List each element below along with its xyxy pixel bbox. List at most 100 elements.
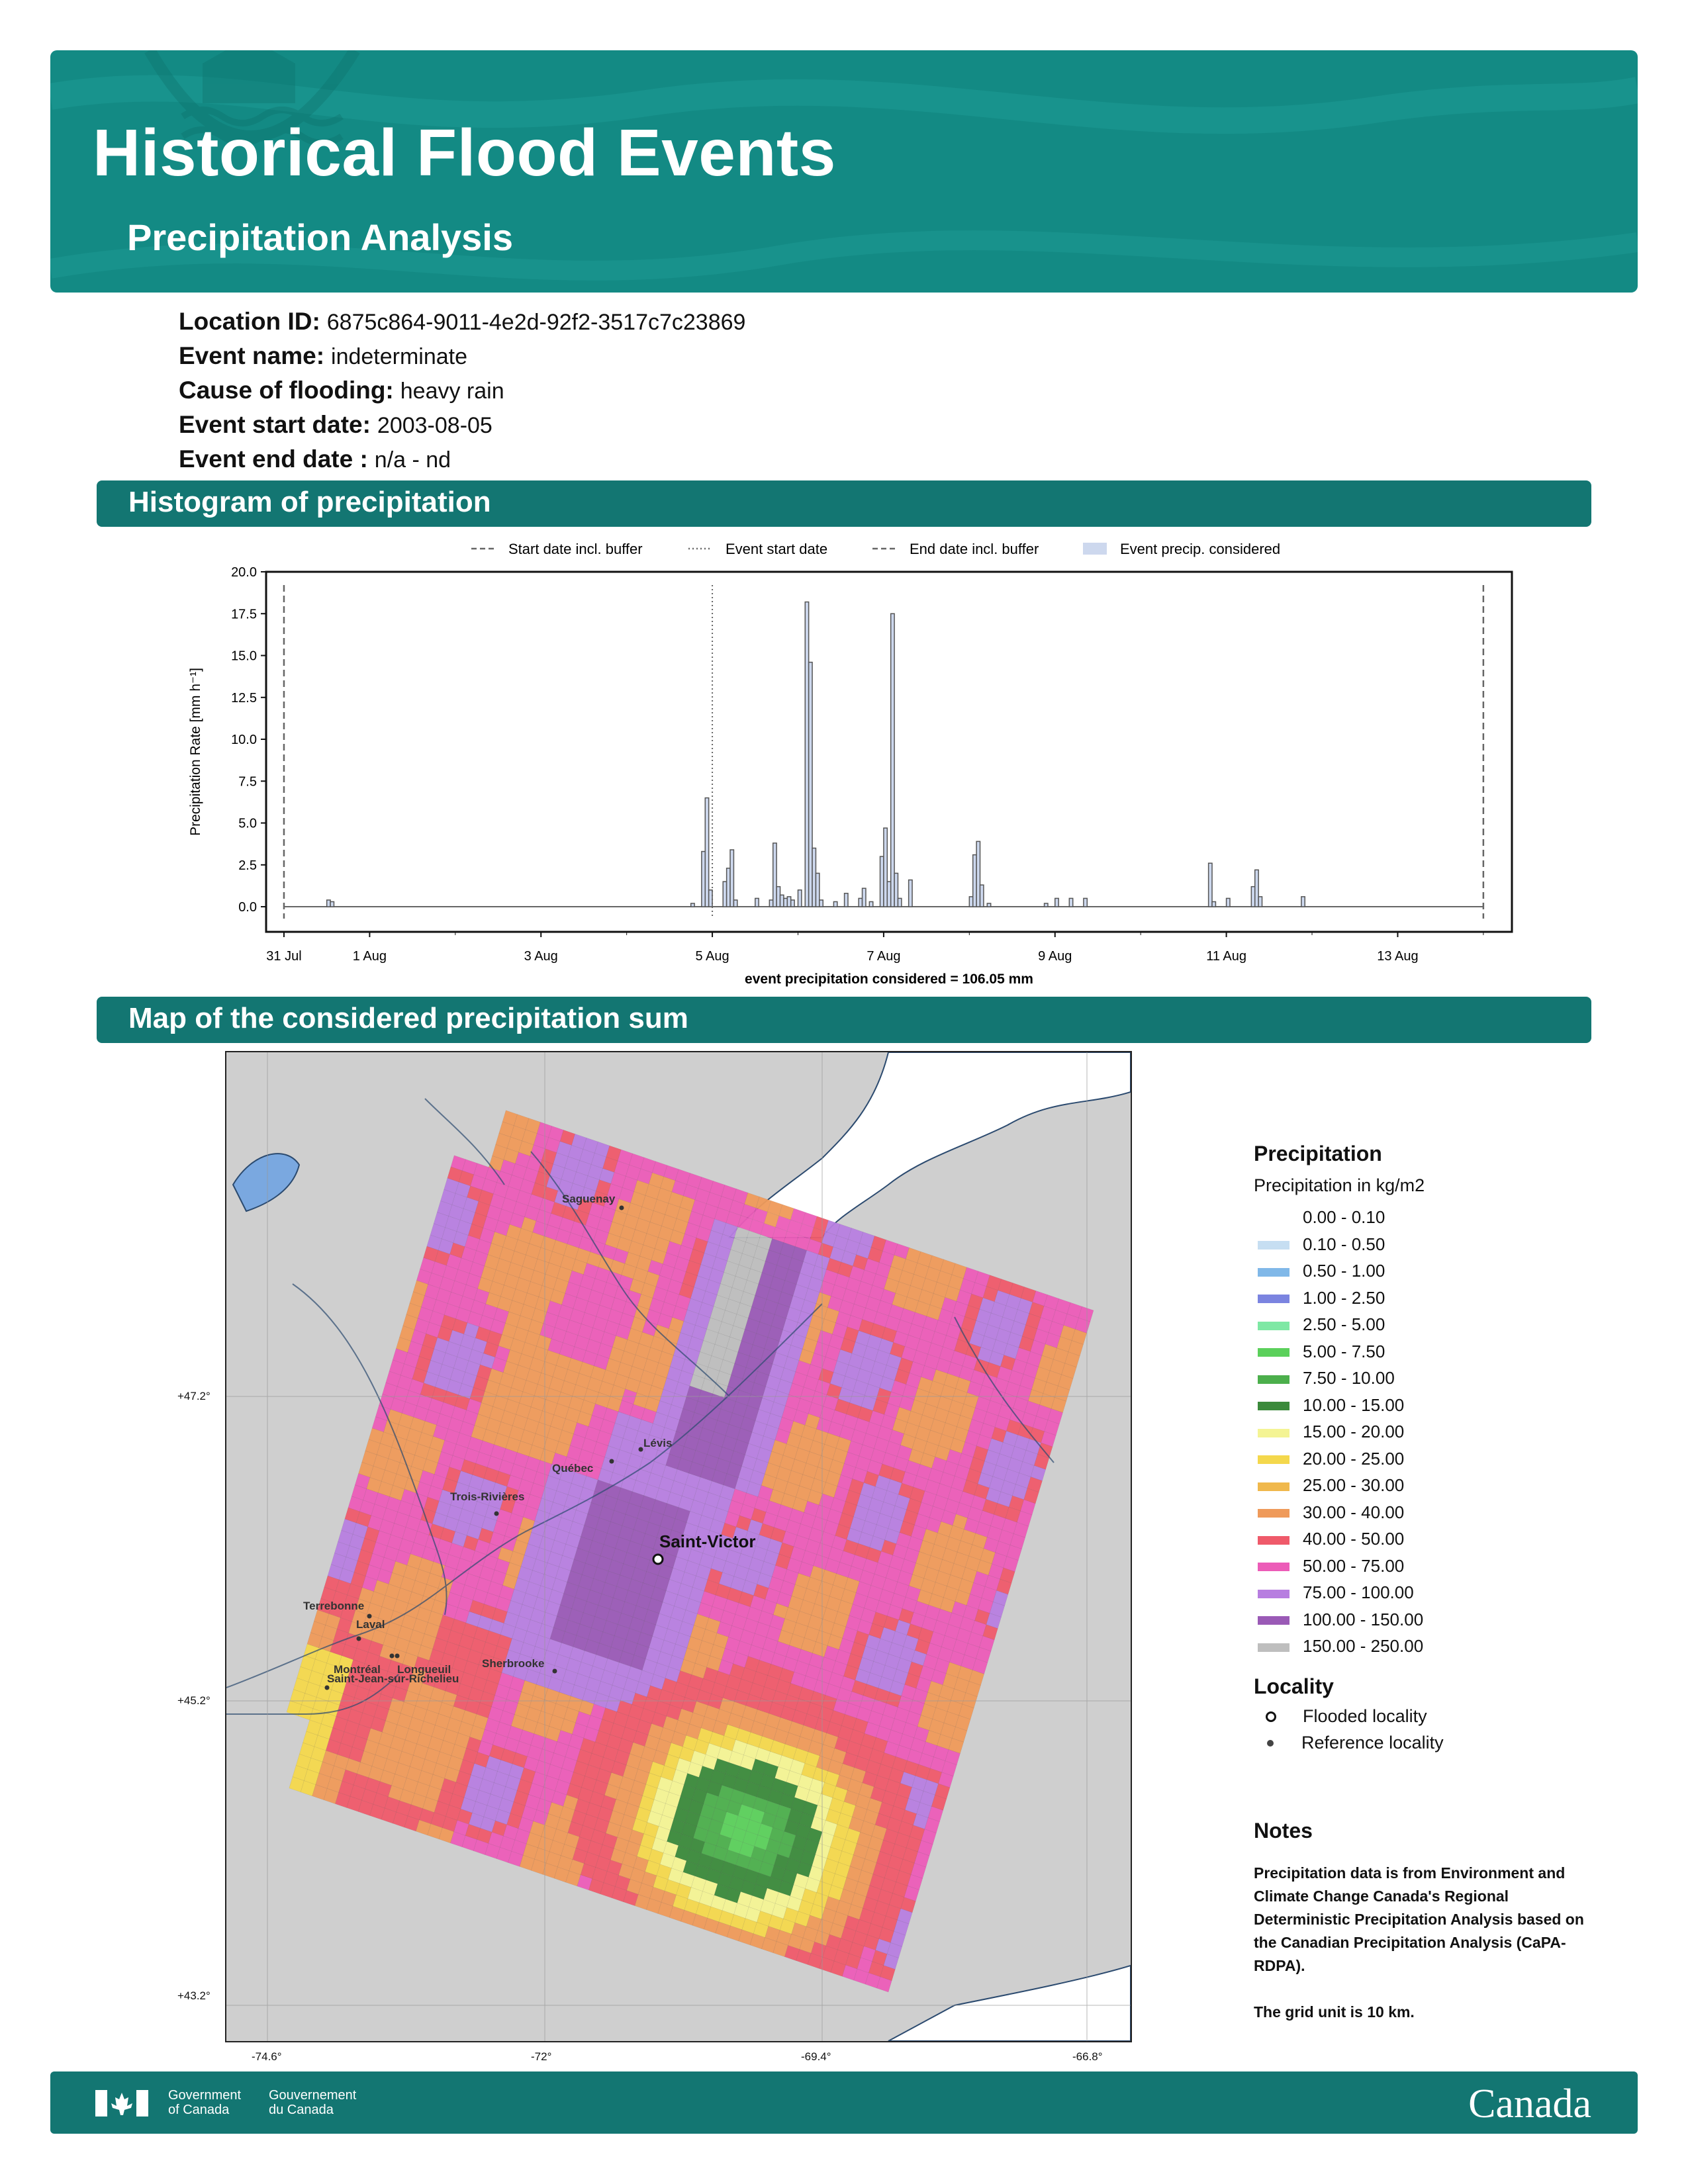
legend-swatch [1258, 1348, 1289, 1357]
precip-bar [976, 841, 981, 907]
precip-bar [812, 847, 817, 907]
page-subtitle: Precipitation Analysis [127, 216, 513, 258]
precip-bar [786, 896, 792, 907]
legend-class: 40.00 - 50.00 [1254, 1525, 1444, 1553]
precip-bar [979, 884, 984, 907]
city-label: Longueuil [397, 1663, 451, 1676]
legend-swatch [1258, 1241, 1289, 1250]
legend-class-label: 0.10 - 0.50 [1303, 1234, 1385, 1254]
x-tick-label: 11 Aug [1206, 949, 1246, 964]
precipitation-map: Saguenay Lévis Québec Trois-Rivières Saint-V… [225, 1051, 1132, 2042]
legend-class: 75.00 - 100.00 [1254, 1579, 1444, 1606]
canada-wordmark: Canada [1468, 2081, 1591, 2126]
precip-bar [330, 901, 335, 907]
precip-bar [779, 894, 784, 907]
precip-bar [843, 893, 849, 907]
legend-class-label: 1.00 - 2.50 [1303, 1287, 1385, 1308]
house-water-icon [144, 50, 360, 146]
legend-swatch [1258, 1295, 1289, 1304]
precip-bar [1211, 901, 1217, 907]
notes: Notes Precipitation data is from Environ… [1254, 1819, 1598, 2047]
city-label: Québec [552, 1462, 593, 1475]
precip-bar [797, 889, 802, 907]
precip-bar [326, 899, 331, 907]
reference-locality-marker [494, 1511, 499, 1516]
lon-label: -66.8° [1072, 2050, 1103, 2063]
x-tick-label: 31 Jul [266, 949, 301, 964]
reference-locality-marker [609, 1459, 614, 1464]
city-label: Saguenay [562, 1193, 616, 1205]
reference-locality-marker [324, 1685, 330, 1690]
x-tick-label: 9 Aug [1038, 949, 1072, 964]
notes-title: Notes [1254, 1819, 1313, 1843]
legend-class: 0.00 - 0.10 [1254, 1204, 1444, 1231]
legend-class-label: 75.00 - 100.00 [1303, 1582, 1414, 1602]
legend-items: 0.00 - 0.10 0.10 - 0.50 0.50 - 1.00 1.00 - … [1254, 1204, 1444, 1660]
locality-legend: Locality Flooded locality Reference loca… [1254, 1674, 1444, 1756]
notes-grid: The grid unit is 10 km. [1254, 2003, 1415, 2021]
legend-swatch [1258, 1643, 1289, 1652]
legend-subtitle: Precipitation in kg/m2 [1254, 1175, 1425, 1195]
precipitation-histogram: 0.0 2.5 5.0 7.5 10.0 12.5 15.0 17.5 20.0 31 Jul 1 … [188, 541, 1513, 987]
precip-bar [986, 903, 992, 907]
legend-label: Event start date [726, 541, 827, 557]
reference-locality-marker [389, 1653, 395, 1659]
map-section-header: Map of the considered precipitation sum [97, 997, 1591, 1043]
precip-bar [808, 661, 813, 907]
precip-bar [690, 903, 695, 907]
precip-bar [972, 854, 977, 907]
legend-swatch [1258, 1375, 1289, 1384]
city-label: Lévis [643, 1437, 672, 1449]
city-label: Terrebonne [303, 1600, 364, 1612]
reference-locality-marker [356, 1636, 361, 1641]
precip-bar [772, 842, 777, 907]
y-tick-label: 12.5 [231, 691, 257, 705]
ocean-water [888, 1964, 1131, 2041]
plot-area [265, 570, 1513, 933]
legend-swatch [1258, 1563, 1289, 1572]
y-tick-label: 0.0 [238, 900, 257, 915]
city-label: Laval [356, 1618, 385, 1631]
city-label-saint-victor: Saint-Victor [659, 1531, 755, 1551]
legend-class-label: 50.00 - 75.00 [1303, 1555, 1405, 1576]
precip-bar [729, 849, 735, 907]
legend-class: 50.00 - 75.00 [1254, 1553, 1444, 1580]
legend-class: 2.50 - 5.00 [1254, 1311, 1444, 1338]
legend-label: Start date incl. buffer [508, 541, 643, 557]
legend-swatch [1258, 1402, 1289, 1411]
legend-class-label: 0.00 - 0.10 [1303, 1207, 1385, 1227]
histogram-section-header: Histogram of precipitation [97, 480, 1591, 527]
info-event-name: Event name: indeterminate [179, 342, 468, 369]
legend-label: Event precip. considered [1120, 541, 1280, 557]
legend-swatch [1258, 1455, 1289, 1465]
legend-label: End date incl. buffer [910, 541, 1039, 557]
reference-locality-icon [1267, 1740, 1274, 1747]
y-tick-label: 7.5 [238, 774, 257, 789]
precip-bar [1254, 869, 1259, 907]
precip-bar [858, 897, 863, 907]
precip-bar [1055, 897, 1059, 907]
legend-class-label: 40.00 - 50.00 [1303, 1529, 1405, 1549]
legend-class: 1.00 - 2.50 [1254, 1285, 1444, 1312]
header-banner: Historical Flood Events Precipitation An… [50, 50, 1638, 293]
precip-bar [868, 901, 874, 907]
gov-fr: Gouvernement du Canada [269, 2088, 357, 2117]
banner-decoration [50, 50, 1638, 281]
precip-bar [833, 901, 838, 907]
city-label: Saint-Jean-sur-Richelieu [327, 1672, 459, 1685]
precip-bar [908, 879, 913, 907]
estuary-water [727, 1052, 1131, 1238]
legend-swatch [1258, 1535, 1289, 1545]
legend-swatch [1258, 1267, 1289, 1277]
precip-bar [861, 887, 867, 907]
precip-bar [790, 899, 795, 907]
rivers [226, 1098, 1055, 1715]
legend-swatch [1258, 1616, 1289, 1625]
precip-bar [804, 601, 810, 907]
lat-label: +45.2° [177, 1694, 211, 1707]
canada-flag-icon [95, 2090, 148, 2116]
y-tick-label: 15.0 [231, 649, 257, 664]
info-location-id: Location ID: 6875c864-9011-4e2d-92f2-3517… [179, 308, 746, 335]
x-tick-label: 7 Aug [867, 949, 900, 964]
city-label: Trois-Rivières [450, 1490, 524, 1503]
